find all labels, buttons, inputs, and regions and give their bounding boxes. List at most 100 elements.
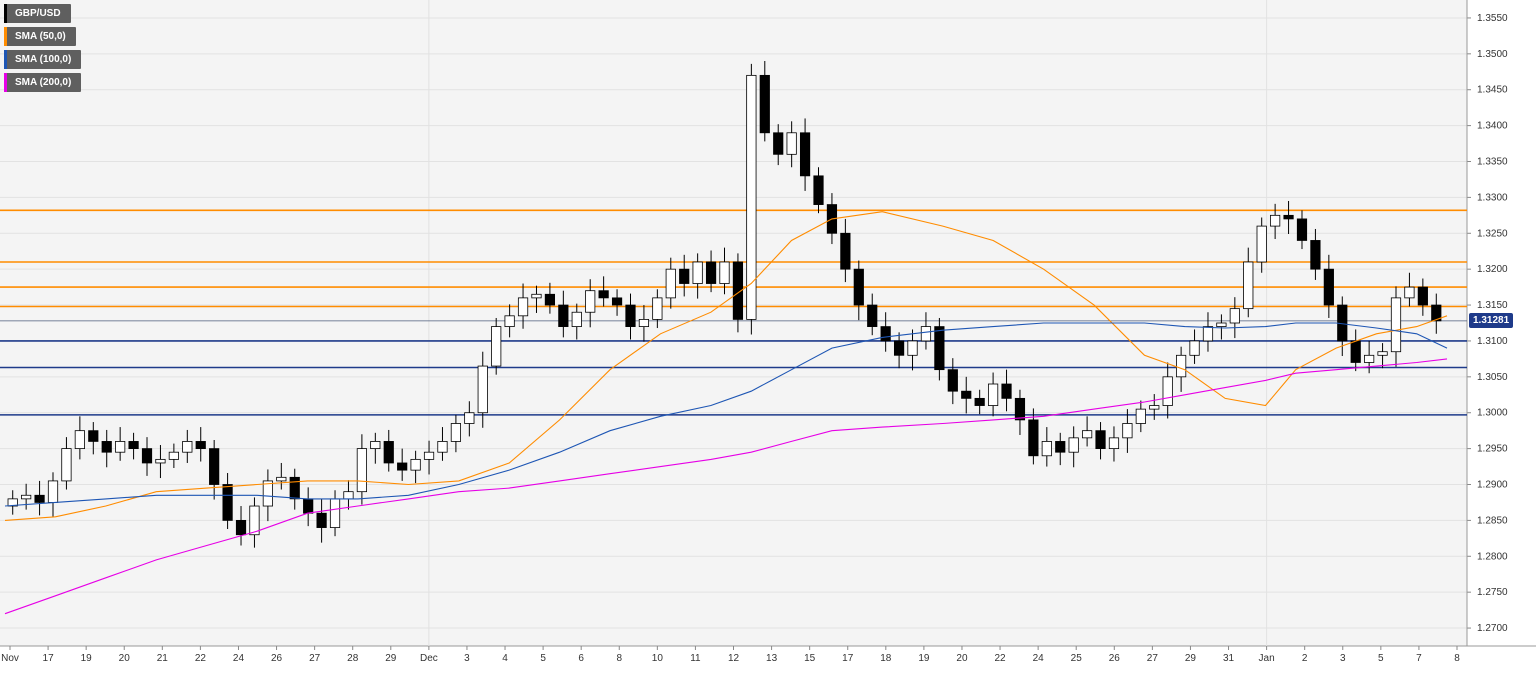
x-tick-label: 19	[81, 653, 93, 664]
candle-body	[1001, 383, 1012, 399]
candle-body	[1350, 340, 1361, 363]
candle-body	[383, 441, 394, 464]
candle-body	[249, 505, 260, 536]
x-tick-label: 26	[1109, 653, 1121, 664]
candle-body	[867, 304, 878, 327]
y-tick-label: 1.3050	[1477, 372, 1508, 383]
candle-body	[1296, 218, 1308, 241]
y-tick-label: 1.2900	[1477, 480, 1508, 491]
candle-body	[101, 441, 112, 453]
candle-body	[1270, 214, 1281, 227]
x-tick-label: 25	[1071, 653, 1083, 664]
x-tick-label: 3	[464, 653, 470, 664]
y-tick-label: 1.3000	[1477, 408, 1508, 419]
candle-body	[773, 132, 784, 155]
candle-body	[276, 476, 287, 482]
candle-body	[1068, 437, 1079, 453]
legend-label: GBP/USD	[15, 8, 61, 19]
x-tick-label: 20	[119, 653, 131, 664]
x-tick-label: Nov	[1, 653, 19, 664]
legend-item-sma50[interactable]: SMA (50,0)	[4, 27, 76, 46]
candle-body	[611, 297, 623, 306]
candle-body	[705, 261, 717, 284]
y-tick-label: 1.2800	[1477, 551, 1508, 562]
candle-body	[1122, 423, 1133, 439]
candle-body	[893, 340, 905, 356]
candle-body	[329, 498, 341, 528]
sma-100-line	[4, 322, 1448, 507]
candle-body	[1404, 286, 1415, 299]
y-tick-label: 1.2950	[1477, 444, 1508, 455]
candle-body	[585, 290, 596, 313]
candle-body	[1162, 376, 1173, 406]
candle-body	[692, 261, 703, 284]
x-tick-label: 15	[804, 653, 816, 664]
legend-label: SMA (100,0)	[15, 54, 72, 65]
candle-body	[289, 476, 300, 500]
x-tick-label: Dec	[420, 653, 438, 664]
y-tick-label: 1.2750	[1477, 587, 1508, 598]
y-tick-label: 1.3100	[1477, 336, 1508, 347]
candle-body	[1431, 304, 1442, 322]
candle-body	[558, 304, 569, 327]
candle-body	[1390, 297, 1402, 353]
candle-body	[531, 293, 542, 299]
candle-body	[303, 498, 314, 514]
candle-body	[598, 290, 609, 299]
candle-body	[47, 480, 59, 503]
candle-body	[195, 441, 206, 450]
legend-item-sma100[interactable]: SMA (100,0)	[4, 50, 82, 69]
candle-body	[665, 268, 676, 299]
legend-swatch	[4, 73, 7, 92]
y-axis-panel	[1467, 0, 1536, 669]
candle-body	[1082, 430, 1093, 439]
y-tick-label: 1.3250	[1477, 228, 1508, 239]
candle-body	[128, 441, 139, 450]
candle-body	[759, 74, 770, 134]
legend: GBP/USD SMA (50,0) SMA (100,0) SMA (200,…	[4, 4, 82, 92]
legend-label: SMA (50,0)	[15, 31, 66, 42]
x-tick-label: 22	[195, 653, 207, 664]
x-tick-label: 8	[1454, 653, 1460, 664]
candle-body	[1243, 261, 1254, 310]
candle-body	[262, 480, 273, 507]
plot-background	[0, 0, 1467, 646]
x-tick-label: 24	[1033, 653, 1045, 664]
candle-body	[786, 132, 797, 155]
candle-body	[813, 175, 824, 205]
y-tick-label: 1.3200	[1477, 264, 1508, 275]
x-tick-label: 3	[1340, 653, 1346, 664]
candle-body	[464, 412, 475, 424]
x-tick-label: 4	[502, 653, 508, 664]
candle-body	[1283, 214, 1294, 220]
candle-body	[1014, 397, 1026, 421]
candle-body	[544, 293, 556, 306]
legend-item-gbpusd[interactable]: GBP/USD	[4, 4, 71, 23]
candle-body	[571, 311, 582, 327]
y-tick-label: 1.3450	[1477, 85, 1508, 96]
x-tick-label: 5	[540, 653, 546, 664]
candle-body	[719, 261, 730, 284]
candle-body	[920, 326, 932, 342]
y-tick-label: 1.2700	[1477, 623, 1508, 634]
legend-swatch	[4, 50, 7, 69]
y-tick-label: 1.3350	[1477, 157, 1508, 168]
candle-body	[987, 383, 999, 406]
legend-item-sma200[interactable]: SMA (200,0)	[4, 73, 82, 92]
x-tick-label: 17	[842, 653, 854, 664]
x-tick-label: 21	[157, 653, 169, 664]
candle-body	[222, 484, 233, 521]
sma-50-line	[4, 211, 1448, 521]
x-tick-label: 29	[385, 653, 397, 664]
candle-body	[1310, 240, 1321, 270]
candle-body	[732, 261, 744, 320]
x-tick-label: 11	[690, 653, 701, 664]
x-tick-label: 22	[994, 653, 1006, 664]
candle-body	[947, 369, 958, 392]
candle-body	[155, 458, 166, 464]
x-tick-label: 5	[1378, 653, 1384, 664]
candle-body	[34, 494, 45, 503]
x-tick-label: 29	[1185, 653, 1197, 664]
x-tick-label: 10	[652, 653, 664, 664]
